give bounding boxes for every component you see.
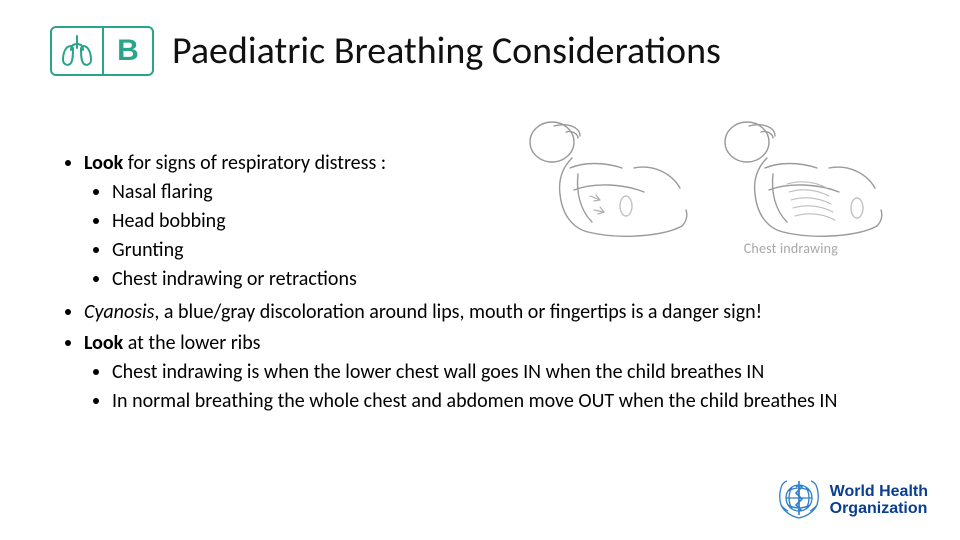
who-text-line1: World Health [830,484,928,501]
who-emblem-icon [776,475,822,526]
slide-body: Look for signs of respiratory distress :… [62,150,920,421]
bullet-1-4: Chest indrawing or retractions [112,266,920,293]
bullet-1-sublist: Nasal flaring Head bobbing Grunting Ches… [84,179,920,293]
bullet-1-bold: Look [84,151,123,175]
bullet-2: Cyanosis, a blue/gray discoloration arou… [84,299,920,326]
slide-header: B Paediatric Breathing Considerations [50,26,721,76]
bullet-1-3: Grunting [112,237,920,264]
slide-title: Paediatric Breathing Considerations [172,28,721,74]
who-logo-text: World Health Organization [830,484,928,518]
lungs-icon [52,28,104,74]
bullet-2-rest: , a blue/gray discoloration around lips,… [154,300,762,324]
who-text-line2: Organization [830,501,928,518]
bullet-1-1: Nasal flaring [112,179,920,206]
bullet-3-2: In normal breathing the whole chest and … [112,388,920,415]
bullet-3-rest: at the lower ribs [123,331,260,355]
bullet-2-italic: Cyanosis [84,300,154,324]
who-logo: World Health Organization [776,475,928,526]
bullet-1: Look for signs of respiratory distress :… [84,150,920,293]
bullet-3-1: Chest indrawing is when the lower chest … [112,359,920,386]
letter-b-icon: B [104,28,152,74]
bullet-list: Look for signs of respiratory distress :… [62,150,920,415]
bullet-3-sublist: Chest indrawing is when the lower chest … [84,359,920,415]
bullet-1-rest: for signs of respiratory distress : [123,151,386,175]
slide: B Paediatric Breathing Considerations [0,0,960,540]
bullet-1-2: Head bobbing [112,208,920,235]
breathing-badge: B [50,26,154,76]
bullet-3: Look at the lower ribs Chest indrawing i… [84,330,920,415]
bullet-3-bold: Look [84,331,123,355]
